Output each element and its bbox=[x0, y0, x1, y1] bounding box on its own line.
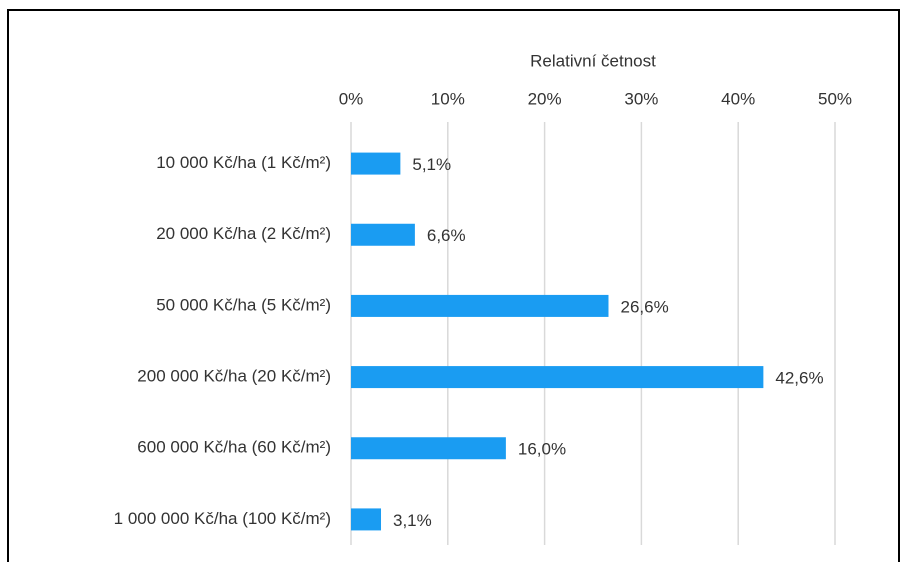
bar bbox=[351, 223, 415, 246]
y-tick-label: 20 000 Kč/ha (2 Kč/m²) bbox=[156, 224, 331, 243]
bar bbox=[351, 294, 609, 317]
chart-border bbox=[7, 9, 900, 567]
y-tick-label: 200 000 Kč/ha (20 Kč/m²) bbox=[137, 367, 331, 386]
value-label: 5,1% bbox=[412, 155, 451, 174]
y-tick-label: 1 000 000 Kč/ha (100 Kč/m²) bbox=[114, 509, 331, 528]
value-label: 6,6% bbox=[427, 226, 466, 245]
bar bbox=[351, 437, 506, 460]
y-tick-label: 10 000 Kč/ha (1 Kč/m²) bbox=[156, 153, 331, 172]
x-tick-label: 10% bbox=[431, 89, 465, 108]
y-tick-label: 50 000 Kč/ha (5 Kč/m²) bbox=[156, 295, 331, 314]
x-tick-label: 20% bbox=[528, 89, 562, 108]
axis-title: Relativní četnost bbox=[530, 51, 656, 70]
bar bbox=[351, 508, 382, 531]
bar bbox=[351, 152, 401, 175]
x-tick-label: 40% bbox=[721, 89, 755, 108]
value-label: 3,1% bbox=[393, 511, 432, 530]
x-tick-label: 50% bbox=[818, 89, 852, 108]
y-tick-label: 600 000 Kč/ha (60 Kč/m²) bbox=[137, 438, 331, 457]
x-tick-label: 0% bbox=[339, 89, 364, 108]
value-label: 42,6% bbox=[775, 369, 823, 388]
value-label: 16,0% bbox=[518, 440, 566, 459]
bar bbox=[351, 366, 764, 389]
value-label: 26,6% bbox=[620, 297, 668, 316]
x-tick-label: 30% bbox=[624, 89, 658, 108]
